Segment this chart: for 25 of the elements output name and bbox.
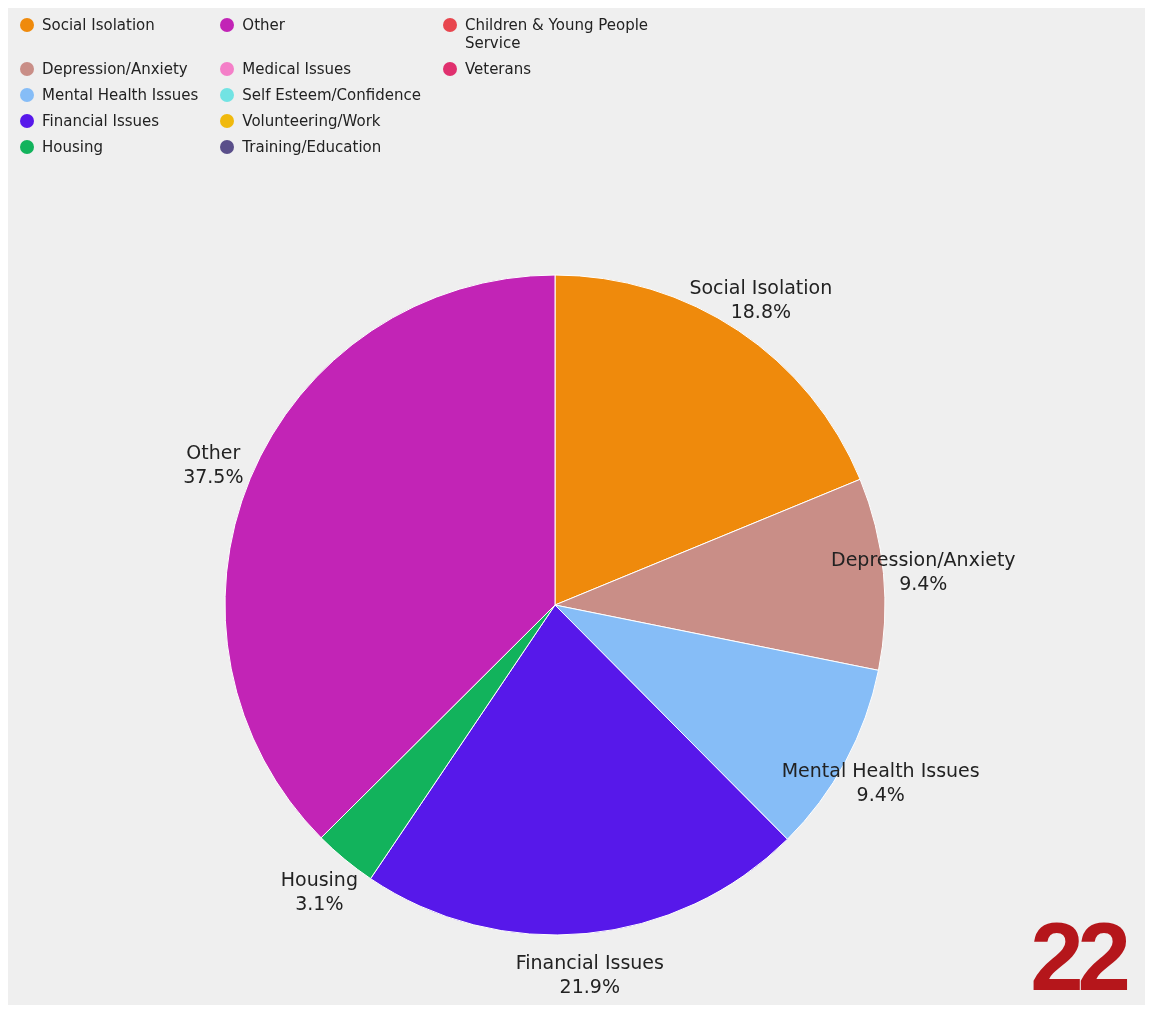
legend-label: Volunteering/Work (242, 112, 381, 130)
data-label: 3.1% (295, 892, 344, 915)
data-label: 21.9% (559, 975, 620, 998)
legend-label: Children & Young People Service (464, 16, 650, 52)
legend-label: Veterans (464, 60, 532, 78)
slice-label: Depression/Anxiety (831, 547, 1016, 570)
legend-label: Other (242, 16, 285, 34)
slice-label: Mental Health Issues (781, 758, 980, 781)
legend-label: Mental Health Issues (42, 86, 199, 104)
data-label: 9.4% (856, 782, 905, 805)
data-label: 18.8% (730, 299, 792, 322)
legend-label: Self Esteem/Confidence (242, 86, 421, 104)
legend-label: Financial Issues (42, 112, 160, 130)
data-label: 37.5% (183, 465, 244, 487)
slice-label: Social Isolation (689, 275, 833, 298)
legend-label: Depression/Anxiety (42, 60, 188, 78)
data-label: 9.4% (899, 571, 948, 594)
legend-label: Training/Education (242, 138, 382, 156)
slice-label: Housing (280, 868, 358, 891)
legend-label: Medical Issues (242, 60, 352, 78)
legend-label: Housing (42, 138, 103, 156)
legend-label: Social Isolation (42, 16, 155, 34)
text: 22 (1030, 903, 1125, 1010)
slice-label: Financial Issues (515, 951, 664, 974)
slice-label: Other (186, 441, 241, 463)
